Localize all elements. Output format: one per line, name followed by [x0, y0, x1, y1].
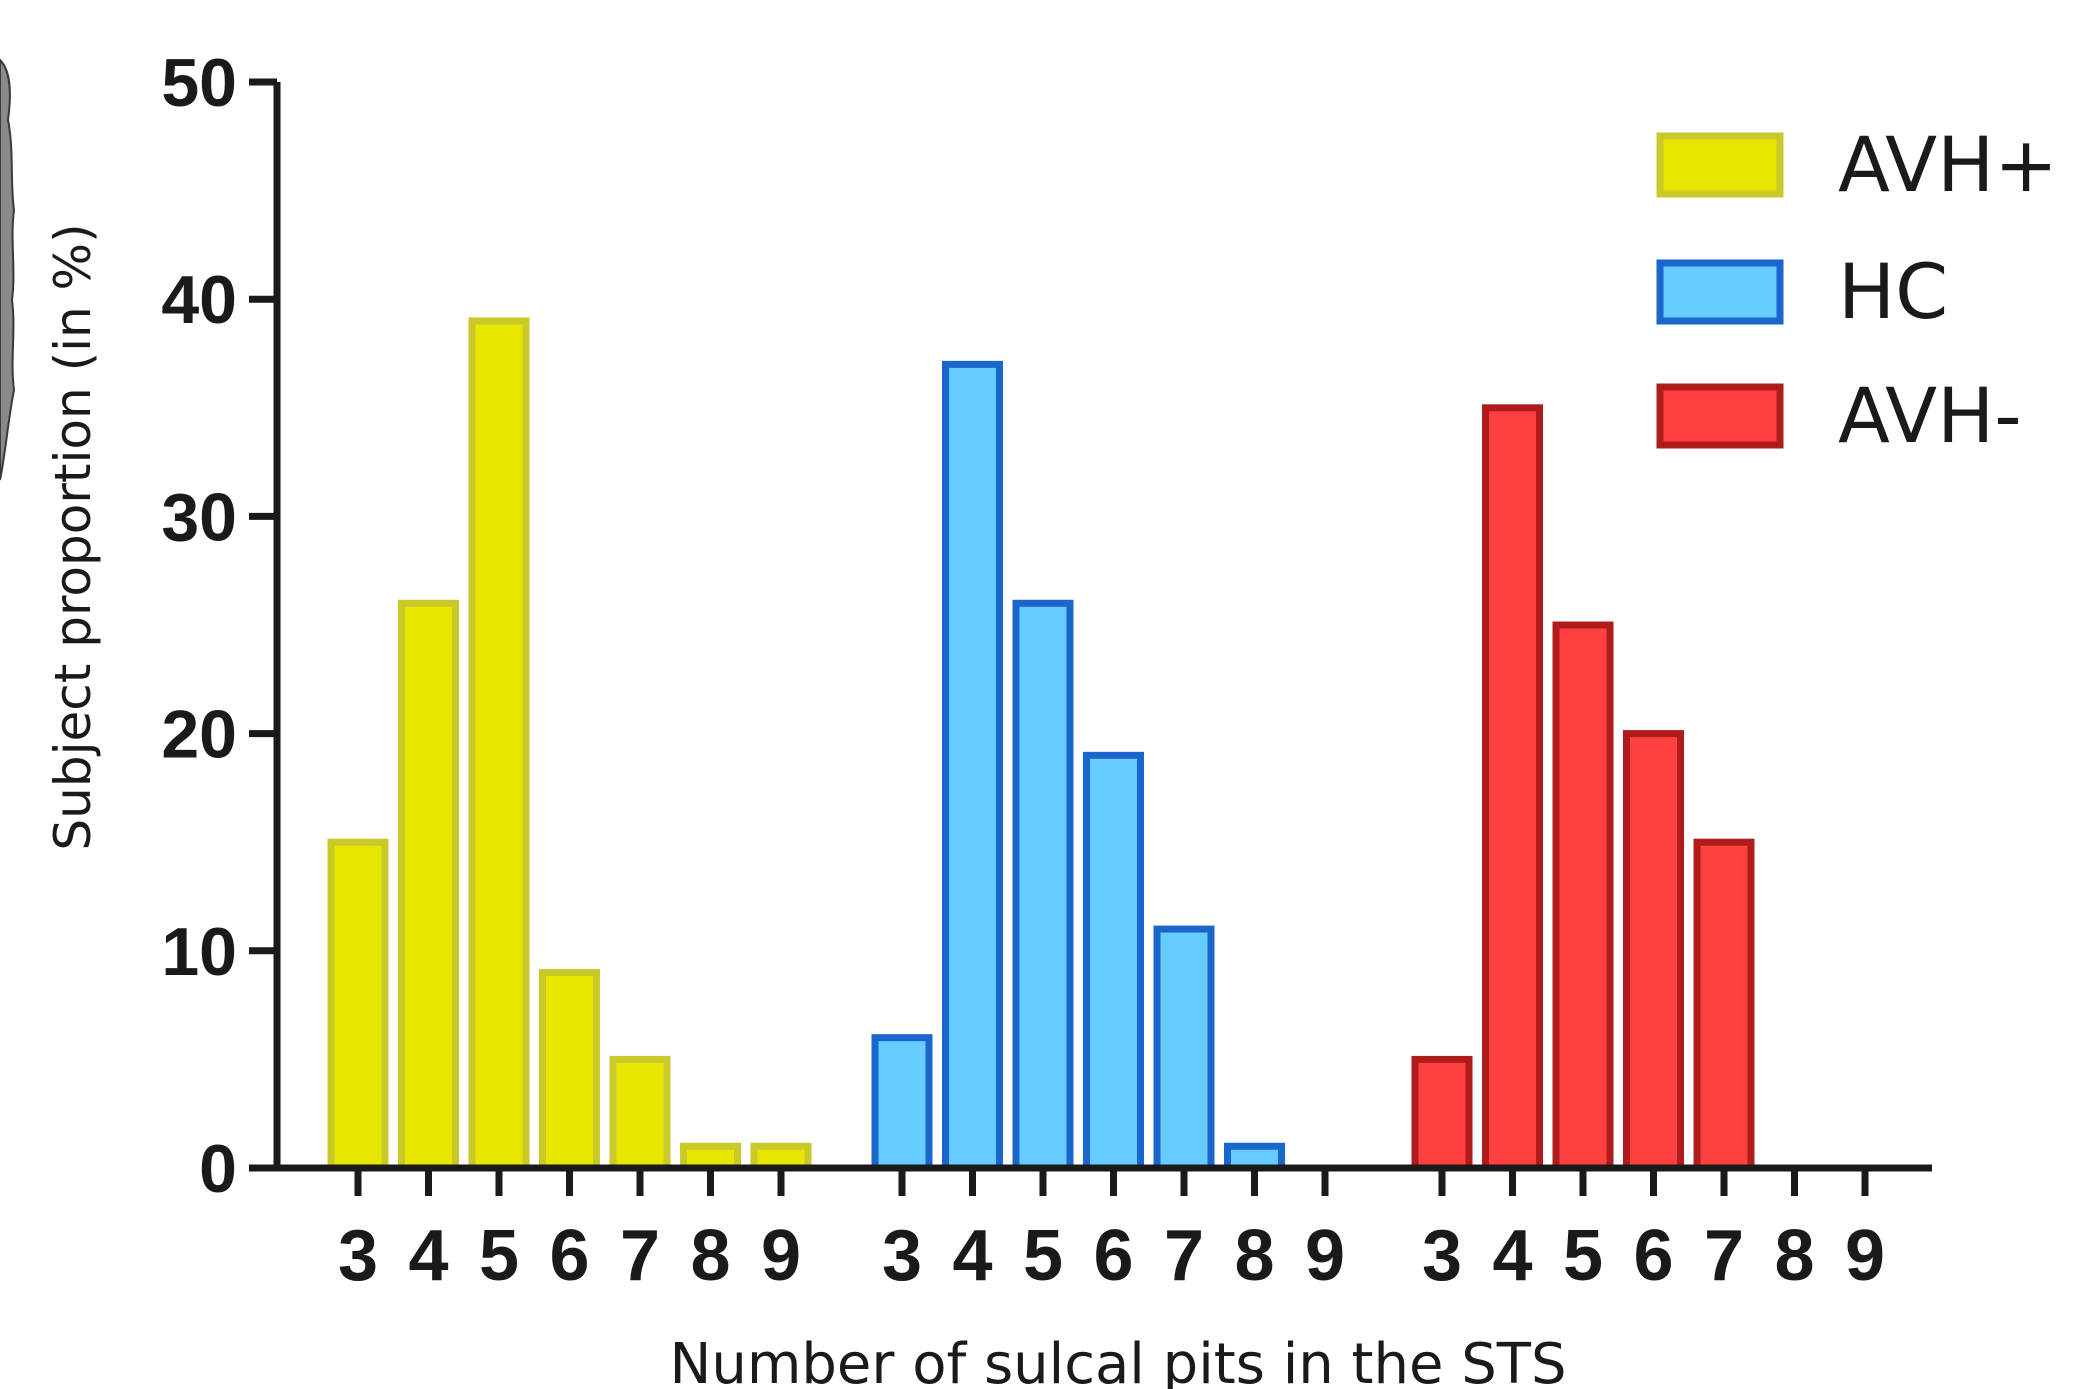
bar-hc-5 — [1012, 599, 1074, 1172]
x-tick-label: 6 — [549, 1216, 589, 1296]
x-tick-label: 6 — [1093, 1216, 1133, 1296]
brain-image-fragment — [0, 58, 16, 481]
bar-avhminus-4 — [1482, 404, 1543, 1172]
x-tick-label: 5 — [479, 1216, 519, 1296]
legend-label: HC — [1838, 247, 1948, 336]
x-tick-label: 9 — [1305, 1216, 1345, 1296]
x-tick-label: 8 — [1234, 1216, 1274, 1296]
bar-hc-7 — [1153, 925, 1215, 1172]
bar-avhplus-3 — [327, 838, 389, 1172]
legend-label: AVH+ — [1838, 120, 2058, 209]
bar-hc-6 — [1083, 751, 1144, 1172]
x-tick-label: 9 — [761, 1216, 801, 1296]
legend-swatch — [1656, 259, 1784, 325]
y-axis-title: Subject proportion (in %) — [44, 223, 102, 850]
x-tick-label: 3 — [338, 1216, 378, 1296]
legend-swatch — [1656, 132, 1784, 198]
bar-avhminus-3 — [1411, 1055, 1473, 1172]
bar-avhplus-7 — [609, 1055, 671, 1172]
y-ticks-group: 0 10 20 30 40 50 — [161, 45, 277, 1207]
x-tick-label: 8 — [690, 1216, 730, 1296]
bars-group — [327, 317, 1755, 1172]
x-tick-label: 4 — [408, 1216, 448, 1296]
bar-hc-4 — [942, 360, 1003, 1172]
x-tick-label: 3 — [1422, 1216, 1462, 1296]
x-tick-label: 9 — [1845, 1216, 1885, 1296]
y-tick-label: 30 — [161, 479, 237, 555]
y-tick-label: 40 — [161, 262, 237, 338]
legend-swatch — [1656, 383, 1784, 449]
y-tick-label: 20 — [161, 697, 237, 773]
x-tick-label: 4 — [1492, 1216, 1532, 1296]
x-tick-label: 4 — [952, 1216, 992, 1296]
x-tick-label: 5 — [1023, 1216, 1063, 1296]
x-tick-label: 7 — [1164, 1216, 1204, 1296]
bar-hc-3 — [871, 1034, 933, 1172]
bar-avhminus-6 — [1623, 730, 1684, 1172]
x-tick-label: 6 — [1633, 1216, 1673, 1296]
bar-avhminus-7 — [1693, 838, 1755, 1172]
legend: AVH+ HC AVH- — [1656, 120, 2058, 460]
y-tick-label: 50 — [161, 45, 237, 121]
bar-avhplus-6 — [539, 969, 600, 1172]
bar-avhminus-5 — [1552, 621, 1614, 1172]
x-tick-label: 3 — [882, 1216, 922, 1296]
x-tick-label: 7 — [620, 1216, 660, 1296]
x-tick-label: 7 — [1704, 1216, 1744, 1296]
bar-avhplus-4 — [398, 599, 459, 1172]
x-tick-label: 5 — [1563, 1216, 1603, 1296]
bar-avhplus-5 — [468, 317, 530, 1172]
x-tick-label: 8 — [1774, 1216, 1814, 1296]
legend-label: AVH- — [1838, 371, 2022, 460]
y-tick-label: 10 — [161, 914, 237, 990]
x-axis-title: Number of sulcal pits in the STS — [669, 1332, 1566, 1389]
y-tick-label: 0 — [199, 1131, 237, 1207]
